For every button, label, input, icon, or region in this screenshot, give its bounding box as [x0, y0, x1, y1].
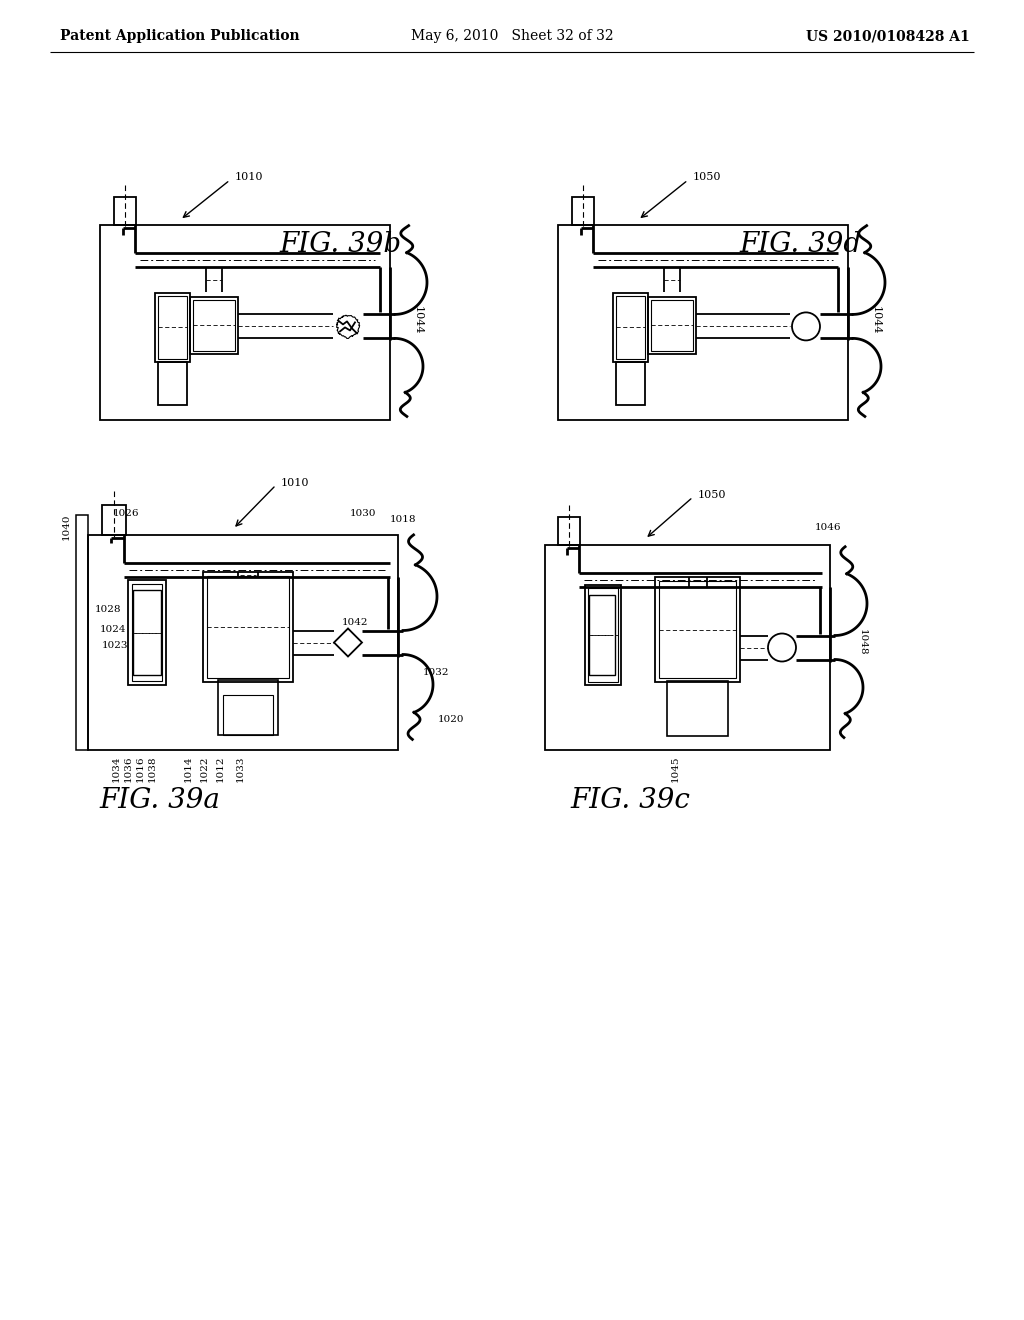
Bar [616, 296, 645, 359]
Bar [158, 296, 187, 359]
Bar [616, 362, 645, 405]
Bar [558, 224, 848, 420]
Text: 1044: 1044 [871, 306, 881, 334]
Bar [190, 297, 238, 354]
Bar [588, 587, 618, 682]
Bar [585, 585, 621, 685]
Text: 1026: 1026 [113, 508, 139, 517]
Bar [558, 517, 580, 545]
Text: 1014: 1014 [183, 755, 193, 781]
Text: 1010: 1010 [234, 172, 263, 182]
Bar [102, 506, 126, 535]
Text: 1024: 1024 [99, 626, 126, 635]
Text: 1042: 1042 [341, 618, 368, 627]
Text: Patent Application Publication: Patent Application Publication [60, 29, 300, 44]
Bar [659, 581, 736, 678]
Text: FIG. 39c: FIG. 39c [570, 787, 690, 813]
Text: 1038: 1038 [147, 755, 157, 781]
Text: 1033: 1033 [236, 755, 245, 781]
Bar [155, 293, 190, 362]
Bar [133, 590, 161, 675]
Text: 1050: 1050 [693, 172, 722, 182]
Text: 1018: 1018 [390, 516, 417, 524]
Text: FIG. 39b: FIG. 39b [279, 231, 401, 259]
Text: 1036: 1036 [124, 755, 132, 781]
Text: US 2010/0108428 A1: US 2010/0108428 A1 [806, 29, 970, 44]
Text: 1050: 1050 [698, 490, 726, 500]
Bar [655, 577, 740, 682]
Bar [648, 297, 696, 354]
Bar [545, 545, 830, 750]
Bar [667, 681, 728, 737]
Bar [651, 300, 693, 351]
Bar [613, 293, 648, 362]
Bar [203, 572, 293, 682]
Text: May 6, 2010   Sheet 32 of 32: May 6, 2010 Sheet 32 of 32 [411, 29, 613, 44]
Bar [223, 696, 273, 735]
Bar [218, 680, 278, 735]
Text: 1048: 1048 [858, 630, 867, 656]
Text: FIG. 39d: FIG. 39d [739, 231, 861, 259]
Text: 1032: 1032 [423, 668, 450, 677]
Text: 1022: 1022 [200, 755, 209, 781]
Text: 1045: 1045 [671, 755, 680, 781]
Text: 1040: 1040 [61, 513, 71, 540]
Text: 1023: 1023 [101, 640, 128, 649]
Bar [128, 579, 166, 685]
Text: FIG. 39a: FIG. 39a [99, 787, 220, 813]
Text: 1020: 1020 [438, 715, 465, 725]
Text: 1016: 1016 [135, 755, 144, 781]
Text: 1044: 1044 [413, 306, 423, 334]
Text: 1010: 1010 [281, 478, 309, 488]
Bar [158, 362, 187, 405]
Bar [88, 535, 398, 750]
Bar [207, 576, 289, 678]
Bar [100, 224, 390, 420]
Bar [572, 197, 594, 224]
Text: 1046: 1046 [815, 523, 842, 532]
Bar [76, 515, 88, 750]
Text: 1012: 1012 [215, 755, 224, 781]
Bar [193, 300, 234, 351]
Text: 1034: 1034 [112, 755, 121, 781]
Text: 1028: 1028 [94, 606, 121, 615]
Bar [114, 197, 136, 224]
Bar [589, 595, 615, 675]
Text: 1030: 1030 [350, 508, 376, 517]
Bar [132, 583, 162, 681]
